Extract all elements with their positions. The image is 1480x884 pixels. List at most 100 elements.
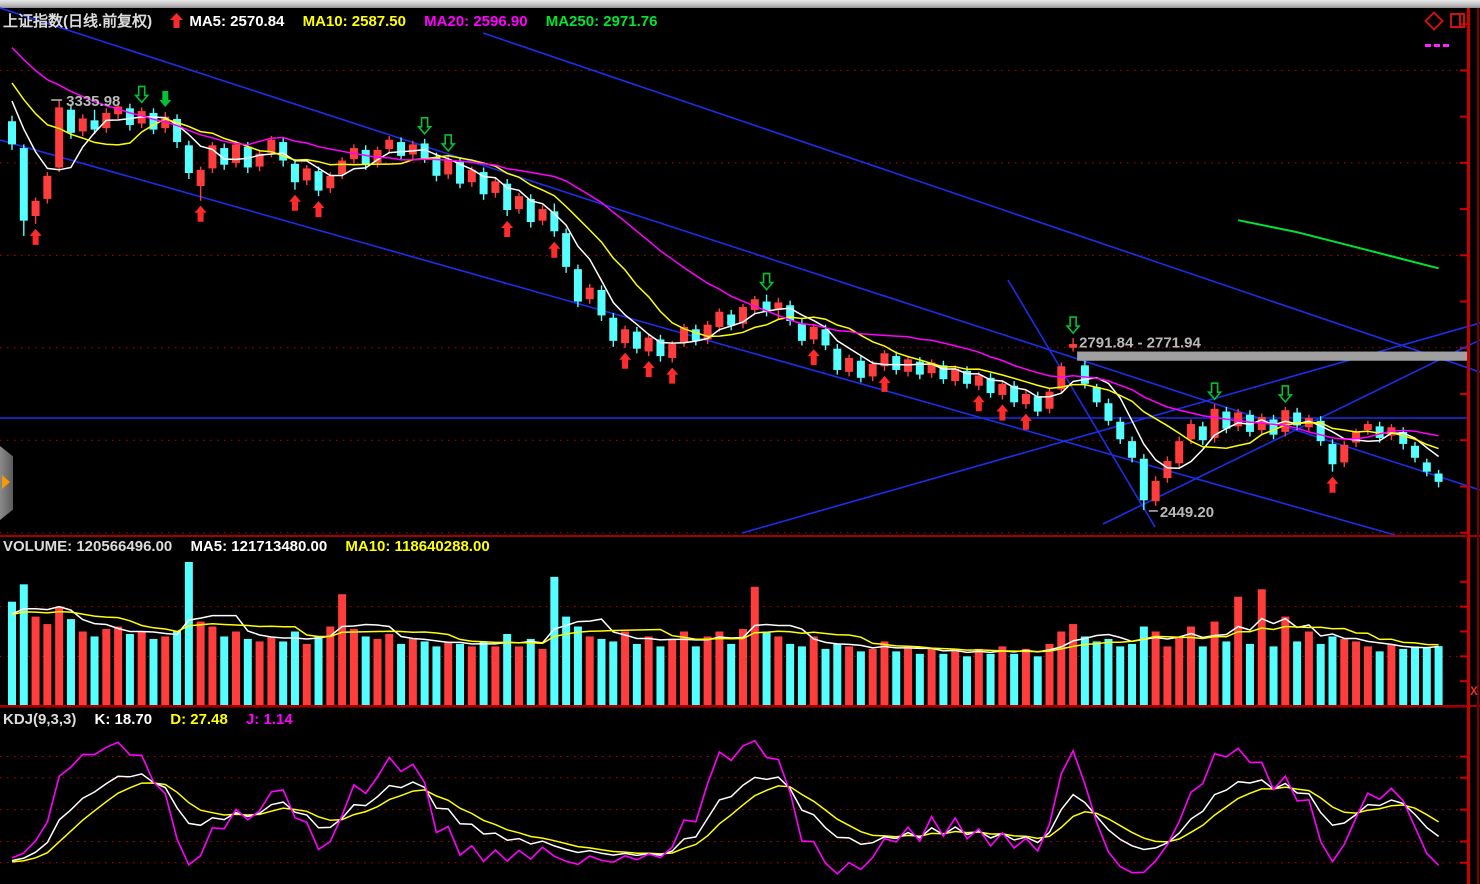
candle-body <box>1080 365 1089 384</box>
volume-bar <box>1316 643 1325 706</box>
volume-bar <box>314 636 323 706</box>
volume-bar <box>467 646 476 706</box>
titlebar-strip <box>0 0 1480 8</box>
candle-body <box>609 317 618 341</box>
volume-bar <box>1069 624 1078 706</box>
candle-body <box>267 139 276 153</box>
volume-bar <box>1304 631 1313 706</box>
candle-body <box>1010 385 1019 403</box>
sidebar-flyout-handle[interactable] <box>0 446 13 520</box>
candle-body <box>939 365 948 380</box>
candle-body <box>456 161 465 184</box>
buy-signal-arrow <box>807 349 820 366</box>
volume-bar <box>1057 631 1066 706</box>
candle-body <box>1375 426 1384 438</box>
kdj-pane-separator[interactable] <box>0 705 1480 707</box>
volume-bar <box>408 638 417 706</box>
right-window-border <box>1477 8 1479 884</box>
volume-bar <box>1198 646 1207 706</box>
volume-bar <box>951 648 960 706</box>
volume-bar <box>998 646 1007 706</box>
kdj-j-line <box>11 739 1440 875</box>
candle-body <box>444 159 453 175</box>
volume-bar <box>880 641 889 706</box>
main-pane-header: 上证指数(日线.前复权) MA5: 2570.84 MA10: 2587.50 … <box>3 13 671 30</box>
candle-body <box>8 121 16 145</box>
candle-body <box>927 362 936 374</box>
candle-body <box>833 348 842 370</box>
candle-body <box>78 118 87 132</box>
candle-body <box>597 289 606 316</box>
candle-body <box>125 108 134 125</box>
candle-body <box>1128 441 1137 458</box>
volume-bar <box>526 638 535 706</box>
candle-body <box>880 353 889 367</box>
volume-bar <box>691 646 700 706</box>
volume-bar <box>326 626 335 706</box>
volume-bar <box>66 619 75 706</box>
volume-bar <box>632 643 641 706</box>
volume-bar <box>1151 631 1160 706</box>
volume-bar <box>644 636 653 706</box>
indicator-close-icon[interactable]: X <box>1470 684 1478 699</box>
ma250-line <box>1238 219 1439 270</box>
right-price-axis <box>1468 8 1470 884</box>
volume-bar <box>809 636 818 706</box>
volume-bar <box>1387 643 1396 706</box>
volume-bar <box>1269 646 1278 706</box>
candle-body <box>479 172 488 195</box>
candle-body <box>31 200 40 217</box>
diamond-marker-icon[interactable] <box>1424 11 1444 31</box>
volume-bar <box>514 646 523 706</box>
volume-bar <box>939 653 948 706</box>
trendline <box>1102 339 1480 525</box>
candle-body <box>797 323 806 341</box>
candle-body <box>114 106 123 115</box>
candle-body <box>562 233 571 267</box>
volume-bar <box>491 646 500 706</box>
volume-bar <box>1128 643 1137 706</box>
candle-body <box>550 211 559 232</box>
candle-body <box>1293 412 1302 426</box>
candle-body <box>715 311 724 327</box>
volume-bar <box>904 646 913 706</box>
volume-bar <box>915 653 924 706</box>
candle-body <box>974 375 983 386</box>
candle-body <box>220 148 229 165</box>
window-restore-icon[interactable] <box>1450 13 1465 28</box>
volume-ma10-value: MA10: 118640288.00 <box>345 538 490 555</box>
candle-body <box>951 368 960 382</box>
volume-ma10-line <box>11 610 1439 653</box>
volume-bar <box>845 646 854 706</box>
candle-body <box>1434 473 1443 482</box>
candle-body <box>1175 441 1184 464</box>
candle-body <box>892 356 901 370</box>
candle-body <box>538 209 547 221</box>
volume-bar <box>1363 646 1372 706</box>
candle-body <box>314 171 323 191</box>
candle-body <box>1210 408 1219 438</box>
expand-arrow-icon <box>2 475 10 489</box>
buy-signal-arrow <box>1326 476 1339 493</box>
volume-bar <box>78 631 87 706</box>
volume-bar <box>1175 636 1184 706</box>
volume-bar <box>786 643 795 706</box>
candle-body <box>43 175 52 199</box>
volume-pane-separator[interactable] <box>0 535 1480 537</box>
trendline <box>0 7 1480 491</box>
buy-signal-arrow <box>501 221 514 237</box>
gap-zone-bar <box>1077 351 1469 361</box>
sell-signal-arrow-hollow <box>133 85 150 104</box>
volume-bar <box>727 643 736 706</box>
candle-body <box>149 112 158 130</box>
volume-bar <box>161 636 170 706</box>
candle-body <box>986 377 995 394</box>
buy-signal-arrow <box>312 201 325 218</box>
volume-bar <box>349 629 358 706</box>
candle-body <box>1399 431 1408 444</box>
candle-body <box>255 153 264 167</box>
volume-bar <box>279 641 288 706</box>
candle-body <box>1328 443 1337 465</box>
low-price-label: 2449.20 <box>1160 504 1214 521</box>
